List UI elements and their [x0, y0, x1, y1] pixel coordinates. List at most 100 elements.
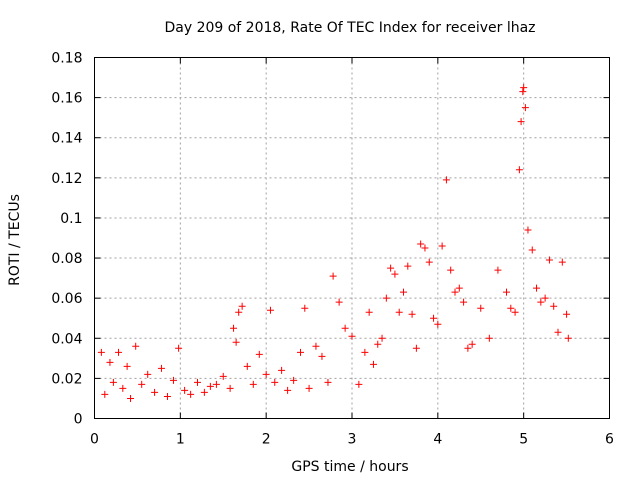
data-point [477, 304, 485, 312]
x-tick-label: 0 [90, 432, 99, 448]
data-point [341, 324, 349, 332]
data-point [290, 376, 298, 384]
data-point [355, 380, 363, 388]
data-point [455, 284, 463, 292]
data-point [163, 392, 171, 400]
data-point [520, 84, 528, 92]
data-point [550, 302, 558, 310]
data-point [485, 334, 493, 342]
y-tick-label: 0.04 [51, 331, 82, 347]
y-tick-label: 0.12 [51, 171, 82, 187]
data-point [464, 344, 472, 352]
y-tick-label: 0 [74, 412, 83, 428]
data-point [175, 344, 183, 352]
data-point [528, 246, 536, 254]
x-tick-label: 3 [348, 432, 357, 448]
y-tick-label: 0.18 [51, 51, 82, 67]
data-point [119, 384, 127, 392]
y-tick-labels: 0 0.02 0.04 0.06 0.08 0.1 0.12 0.14 0.16 0.18 [51, 51, 82, 428]
data-point [554, 328, 562, 336]
data-point [212, 380, 220, 388]
data-point [266, 306, 274, 314]
data-point [545, 256, 553, 264]
data-point [238, 302, 246, 310]
data-point [318, 352, 326, 360]
data-point [123, 362, 131, 370]
x-tick-label: 6 [605, 432, 614, 448]
data-point [255, 350, 263, 358]
data-point [271, 378, 279, 386]
data-point [524, 226, 532, 234]
data-point [468, 340, 476, 348]
data-point [335, 298, 343, 306]
data-point [127, 394, 135, 402]
data-point [312, 342, 320, 350]
data-point [206, 382, 214, 390]
axis-ticks [94, 57, 610, 419]
grid-lines [94, 57, 610, 419]
data-point [348, 332, 356, 340]
data-point [369, 360, 377, 368]
data-point [451, 288, 459, 296]
data-point [151, 388, 159, 396]
data-point [106, 358, 114, 366]
data-point [563, 310, 571, 318]
data-point [412, 344, 420, 352]
data-point [249, 380, 257, 388]
data-point [101, 390, 109, 398]
data-point [494, 266, 502, 274]
data-point [425, 258, 433, 266]
data-point [434, 320, 442, 328]
data-point [181, 386, 189, 394]
data-point [387, 264, 395, 272]
data-point [169, 376, 177, 384]
data-point [109, 378, 117, 386]
data-point [361, 348, 369, 356]
data-point [537, 298, 545, 306]
data-point [278, 366, 286, 374]
x-tick-label: 4 [433, 432, 442, 448]
data-point [115, 348, 123, 356]
data-point [157, 364, 165, 372]
data-point [558, 258, 566, 266]
data-point [521, 104, 529, 112]
data-point [421, 244, 429, 252]
data-point [194, 378, 201, 386]
data-point [132, 342, 140, 350]
y-tick-label: 0.02 [51, 371, 82, 387]
data-point [365, 308, 373, 316]
plot-frame [94, 57, 610, 419]
data-point [507, 304, 515, 312]
data-point [417, 240, 425, 248]
x-tick-label: 2 [262, 432, 271, 448]
data-point [395, 308, 403, 316]
y-tick-label: 0.06 [51, 291, 82, 307]
data-point [230, 324, 238, 332]
data-point [447, 266, 455, 274]
x-axis-title: GPS time / hours [291, 459, 408, 475]
data-point [511, 308, 519, 316]
data-point [541, 294, 549, 302]
y-tick-label: 0.08 [51, 251, 82, 267]
data-point [533, 284, 541, 292]
data-point [430, 314, 438, 322]
data-point [374, 340, 382, 348]
data-point [378, 334, 386, 342]
data-point [297, 348, 304, 356]
data-point [400, 288, 407, 296]
data-point [144, 370, 152, 378]
data-point [515, 166, 523, 174]
x-tick-label: 1 [176, 432, 185, 448]
data-points [97, 84, 572, 402]
data-point [187, 390, 195, 398]
data-point [262, 370, 270, 378]
data-point [232, 338, 240, 346]
x-tick-labels: 0 1 2 3 4 5 6 [90, 432, 614, 448]
data-point [324, 378, 332, 386]
y-tick-label: 0.1 [60, 211, 82, 227]
data-point [519, 88, 527, 96]
data-point [503, 288, 510, 296]
chart-title: Day 209 of 2018, Rate Of TEC Index for r… [164, 20, 535, 36]
y-tick-label: 0.16 [51, 91, 82, 107]
